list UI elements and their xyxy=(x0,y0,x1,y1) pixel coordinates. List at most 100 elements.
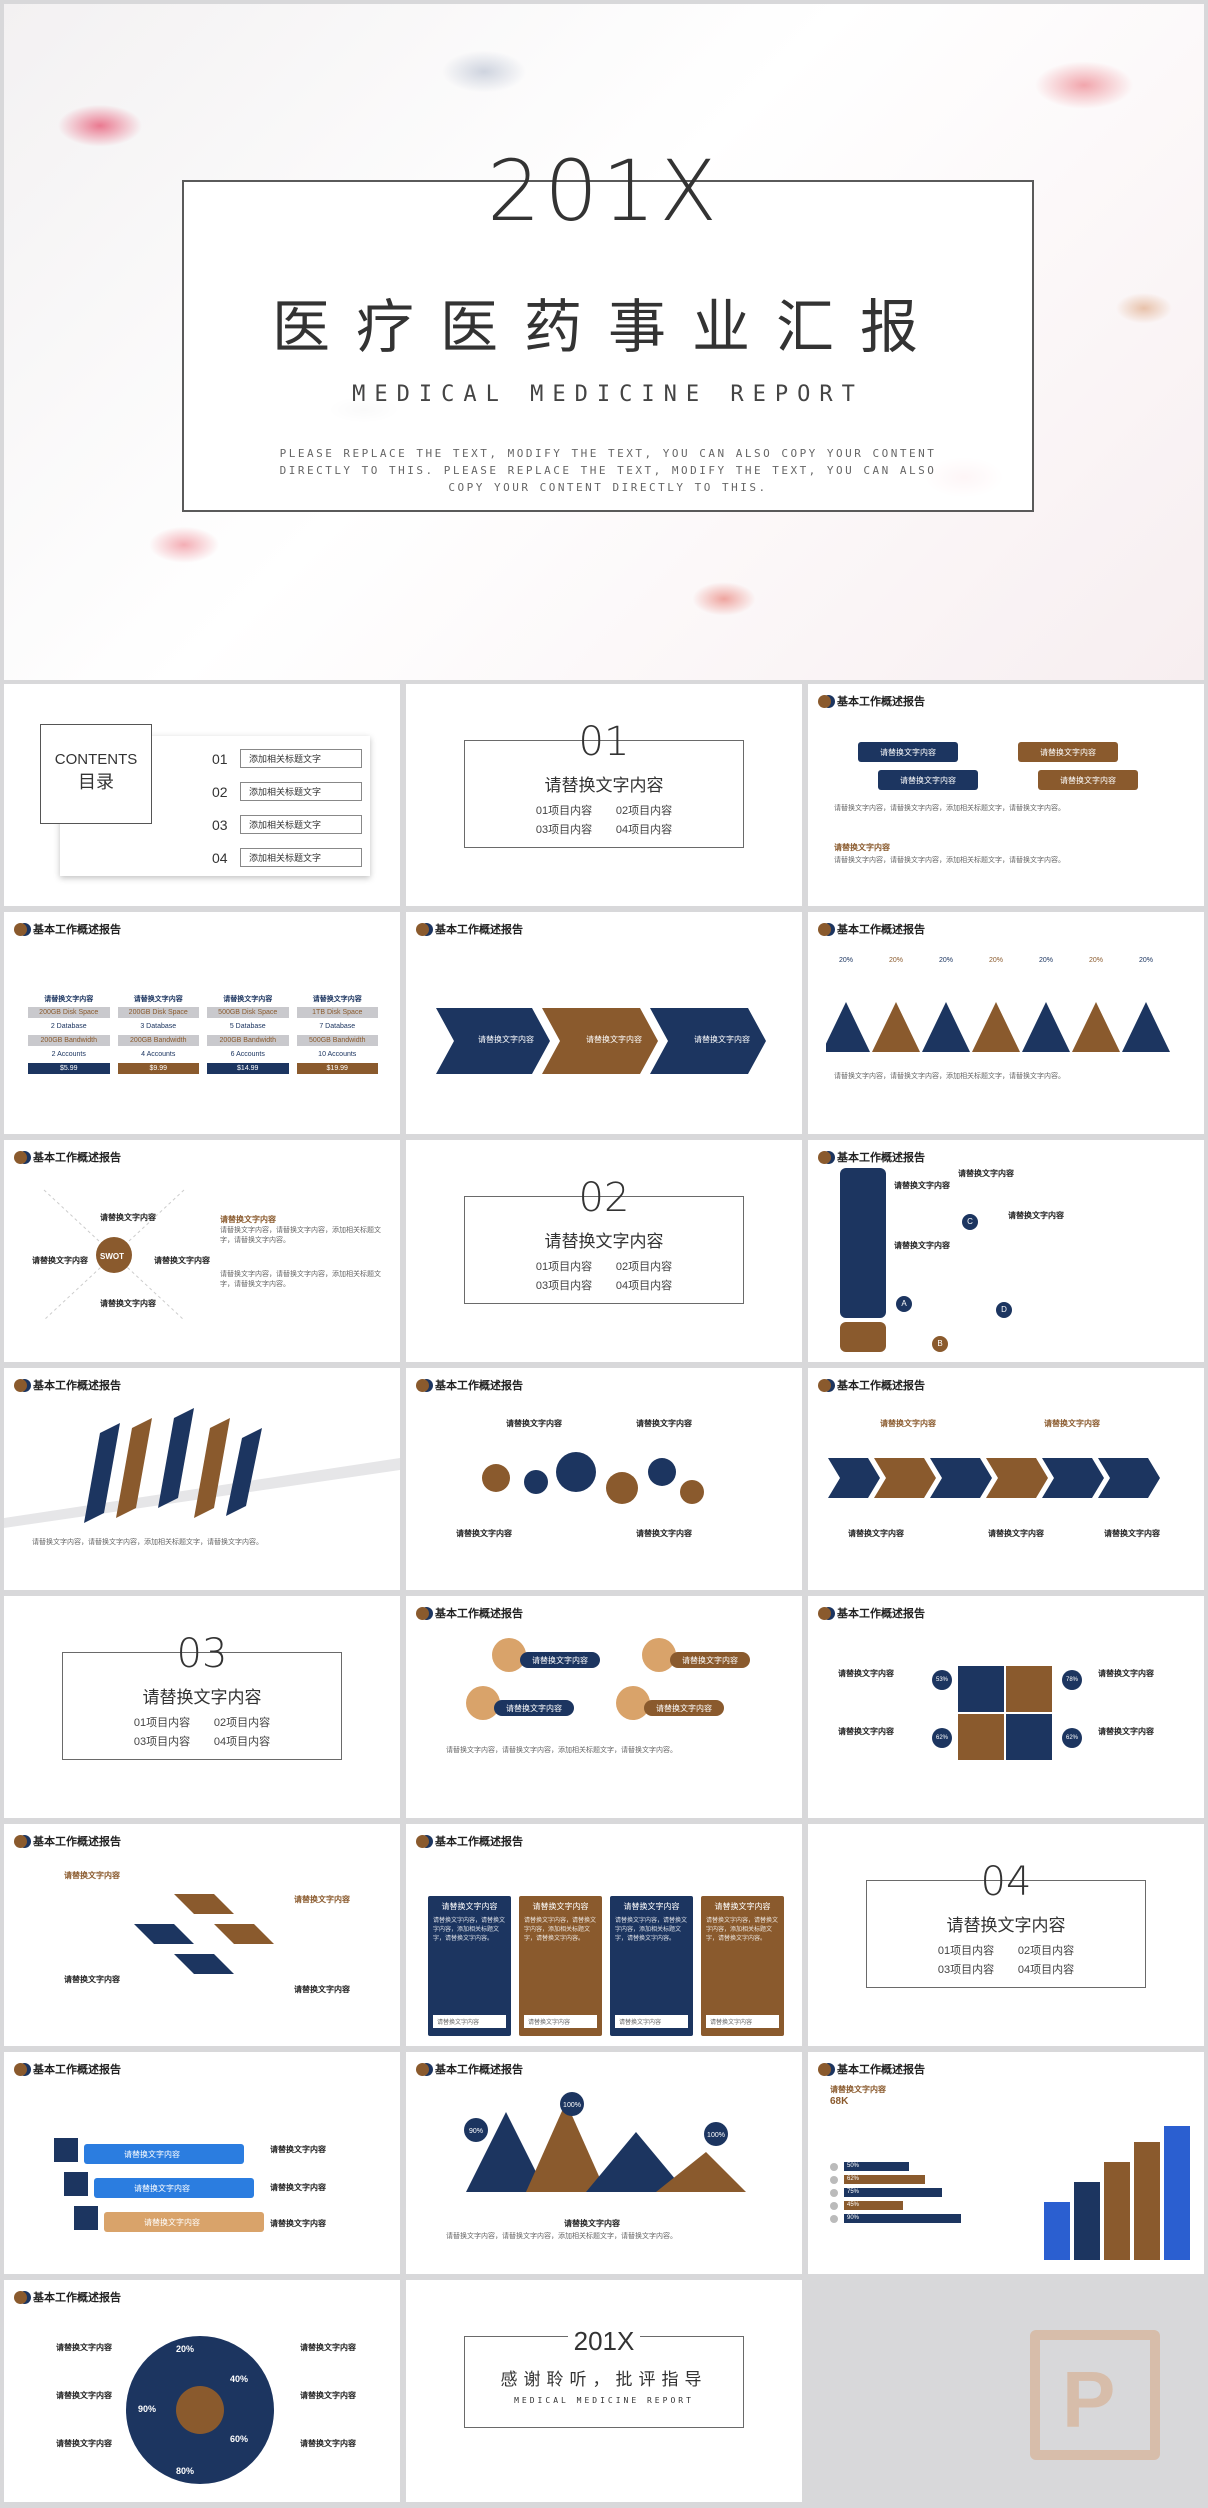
contents-item[interactable]: 02 添加相关标题文字 xyxy=(212,781,362,802)
header-logo-icon xyxy=(416,1378,429,1392)
slide-donut[interactable]: 基本工作概述报告 请替换文字内容 请替换文字内容 请替换文字内容 请替换文字内容… xyxy=(4,2280,400,2502)
gears-icon xyxy=(482,1452,704,1504)
tile-label: 请替换文字内容 xyxy=(64,1871,120,1880)
section-label: 请替换文字内容 xyxy=(834,843,890,852)
slide-arrow-process[interactable]: 基本工作概述报告 请替换文字内容 请替换文字内容 请替换文字内容 xyxy=(406,912,802,1134)
slide-header: 基本工作概述报告 xyxy=(33,2292,121,2304)
timeline-label: 请替换文字内容 xyxy=(880,1419,936,1428)
pricing-space: 200GB Disk Space xyxy=(117,1007,199,1018)
slide-peaks[interactable]: 基本工作概述报告 20% 20% 20% 20% 20% 20% 20% 请替换文字内容，请… xyxy=(808,912,1204,1134)
slide-cards[interactable]: 基本工作概述报告 请替换文字内容 请替换文字内容，请替换文字内容，添加相关标题文字… xyxy=(406,1824,802,2046)
quad-label: 请替换文字内容 xyxy=(1098,1669,1154,1678)
card-text: 请替换文字内容，请替换文字内容，添加相关标题文字，请替换文字内容。 xyxy=(615,1918,688,1942)
slide-tilted-bars[interactable]: 基本工作概述报告 请替换文字内容，请替换文字内容，添加相关标题文字，请替换文字内… xyxy=(4,1368,400,1590)
section-01-title: 请替换文字内容 xyxy=(544,776,664,795)
bar-row: 62% xyxy=(830,2175,1000,2184)
peak-label: 20% xyxy=(839,957,853,964)
gear-label: 请替换文字内容 xyxy=(636,1419,692,1428)
bars-value: 68K xyxy=(830,2096,849,2107)
slide-iso-tiles[interactable]: 基本工作概述报告 请替换文字内容 请替换文字内容 请替换文字内容 请替换文字内容 xyxy=(4,1824,400,2046)
section-04-box: 04 请替换文字内容 01项目内容 02项目内容 03项目内容 04项目内容 xyxy=(866,1859,1146,1988)
donut-label: 40% xyxy=(230,2374,249,2384)
slide-pricing-table[interactable]: 基本工作概述报告 请替换文字内容 200GB Disk Space 2 Databa… xyxy=(4,912,400,1134)
pricing-space: 1TB Disk Space xyxy=(296,1007,378,1018)
quad-percent: 78% xyxy=(1062,1670,1082,1690)
header-logo-icon xyxy=(818,1378,831,1392)
cover-slide[interactable]: 医疗医药事业汇报 MEDICAL MEDICINE REPORT PLEASE … xyxy=(4,4,1204,680)
swot-item: 请替换文字内容 xyxy=(100,1299,156,1308)
peak-label: 20% xyxy=(1039,957,1053,964)
peak-mark xyxy=(1122,1002,1170,1052)
bar-row: 90% xyxy=(830,2214,1000,2223)
pricing-head: 请替换文字内容 xyxy=(44,996,94,1003)
slide-section-01[interactable]: 01 请替换文字内容 01项目内容 02项目内容 03项目内容 04项目内容 xyxy=(406,684,802,906)
slide-thanks[interactable]: 201X 感谢聆听，批评指导 MEDICAL MEDICINE REPORT xyxy=(406,2280,802,2502)
card-footer: 请替换文字内容 xyxy=(615,2015,688,2028)
slide-contents[interactable]: CONTENTS 目录 01 添加相关标题文字 02 添加相关标题文字 03 添加相关标题… xyxy=(4,684,400,906)
slide-bar-chart[interactable]: 基本工作概述报告 请替换文字内容 68K 50% 62% 75% 45% 90% xyxy=(808,2052,1204,2274)
section-01-item: 02项目内容 xyxy=(615,805,673,817)
contents-item[interactable]: 01 添加相关标题文字 xyxy=(212,748,362,769)
pricing-bandwidth: 200GB Bandwidth xyxy=(207,1035,289,1046)
section-03-box: 03 请替换文字内容 01项目内容 02项目内容 03项目内容 04项目内容 xyxy=(62,1631,342,1760)
pricing-head: 请替换文字内容 xyxy=(223,996,273,1003)
bar-row-icon xyxy=(830,2162,838,2171)
body-text: 请替换文字内容，请替换文字内容，添加相关标题文字，请替换文字内容。 xyxy=(834,805,1065,812)
mountain-mark xyxy=(586,2132,686,2192)
slide-steps[interactable]: 基本工作概述报告 请替换文字内容 请替换文字内容 请替换文字内容 请替换文字内容… xyxy=(4,2052,400,2274)
cover-description: PLEASE REPLACE THE TEXT, MODIFY THE TEXT… xyxy=(279,447,937,494)
pricing-column: 请替换文字内容 500GB Disk Space 5 Database 200GB B… xyxy=(207,994,289,1104)
iso-tiles xyxy=(134,1894,274,1974)
chart-label: 请替换文字内容 xyxy=(564,2219,620,2228)
slide-header: 基本工作概述报告 xyxy=(33,924,121,936)
peak-mark xyxy=(872,1002,920,1052)
header-logo-icon xyxy=(14,2062,27,2076)
section-03-item: 01项目内容 xyxy=(133,1717,191,1729)
slide-header: 基本工作概述报告 xyxy=(837,696,925,708)
arrow-timeline xyxy=(828,1458,1160,1498)
thanks-year: 201X xyxy=(567,2326,641,2357)
slide-gears[interactable]: 基本工作概述报告 请替换文字内容 请替换文字内容 请替换文字内容 请替换文字内容 xyxy=(406,1368,802,1590)
slide-swot[interactable]: 基本工作概述报告 SWOT 请替换文字内容 请替换文字内容 请替换文字内容 请替… xyxy=(4,1140,400,1362)
flow-node: A xyxy=(896,1296,912,1312)
slide-abcd-flow[interactable]: 基本工作概述报告 请替换文字内容 请替换文字内容 请替换文字内容 请替换文字内容… xyxy=(808,1140,1204,1362)
header-logo-icon xyxy=(14,2290,27,2304)
mountain-bubble xyxy=(464,2118,488,2142)
card-footer: 请替换文字内容 xyxy=(524,2015,597,2028)
quad-label: 请替换文字内容 xyxy=(1098,1727,1154,1736)
tools-icon xyxy=(176,2386,224,2434)
header-logo-icon xyxy=(818,694,831,708)
contents-title-cn: 目录 xyxy=(78,772,114,792)
info-card: 请替换文字内容 请替换文字内容，请替换文字内容，添加相关标题文字，请替换文字内容。… xyxy=(701,1896,784,2036)
slide-icon-boxes[interactable]: 基本工作概述报告 请替换文字内容 请替换文字内容 请替换文字内容 请替换文字内容… xyxy=(808,684,1204,906)
bar-row-icon xyxy=(830,2175,838,2184)
bar-fill: 90% xyxy=(844,2214,961,2223)
contents-title-box: CONTENTS 目录 xyxy=(40,724,152,824)
slide-quad[interactable]: 基本工作概述报告 请替换文字内容 请替换文字内容 请替换文字内容 请替换文字内容… xyxy=(808,1596,1204,1818)
pricing-db: 5 Database xyxy=(229,1023,266,1030)
pricing-price: $5.99 xyxy=(28,1063,110,1074)
section-03-item: 03项目内容 xyxy=(133,1736,191,1748)
quad-label: 请替换文字内容 xyxy=(838,1727,894,1736)
pricing-head: 请替换文字内容 xyxy=(133,996,183,1003)
slide-circle-tags[interactable]: 基本工作概述报告 请替换文字内容 请替换文字内容 请替换文字内容 请替换文字内容… xyxy=(406,1596,802,1818)
slide-arrow-timeline[interactable]: 基本工作概述报告 请替换文字内容 请替换文字内容 请替换文字内容 请替换文字内容… xyxy=(808,1368,1204,1590)
contents-item[interactable]: 03 添加相关标题文字 xyxy=(212,814,362,835)
slide-mountain-chart[interactable]: 基本工作概述报告 90% 100% 100% 请替换文字内容 请替换文字内容，请替换… xyxy=(406,2052,802,2274)
slide-section-02[interactable]: 02 请替换文字内容 01项目内容 02项目内容 03项目内容 04项目内容 xyxy=(406,1140,802,1362)
flow-node: B xyxy=(932,1336,948,1352)
tag-label: 请替换文字内容 xyxy=(506,1704,562,1713)
header-logo-icon xyxy=(416,2062,429,2076)
header-logo-icon xyxy=(416,922,429,936)
peak-mark xyxy=(1072,1002,1120,1052)
step-label: 请替换文字内容 xyxy=(144,2218,200,2227)
contents-item-label: 添加相关标题文字 xyxy=(240,749,362,768)
slide-section-04[interactable]: 04 请替换文字内容 01项目内容 02项目内容 03项目内容 04项目内容 xyxy=(808,1824,1204,2046)
pricing-head: 请替换文字内容 xyxy=(312,996,362,1003)
slide-section-03[interactable]: 03 请替换文字内容 01项目内容 02项目内容 03项目内容 04项目内容 xyxy=(4,1596,400,1818)
pricing-accounts: 6 Accounts xyxy=(230,1051,265,1058)
section-04-item: 02项目内容 xyxy=(1017,1945,1075,1957)
contents-item[interactable]: 04 添加相关标题文字 xyxy=(212,847,362,868)
slide-header: 基本工作概述报告 xyxy=(33,2064,121,2076)
quad-label: 请替换文字内容 xyxy=(838,1669,894,1678)
